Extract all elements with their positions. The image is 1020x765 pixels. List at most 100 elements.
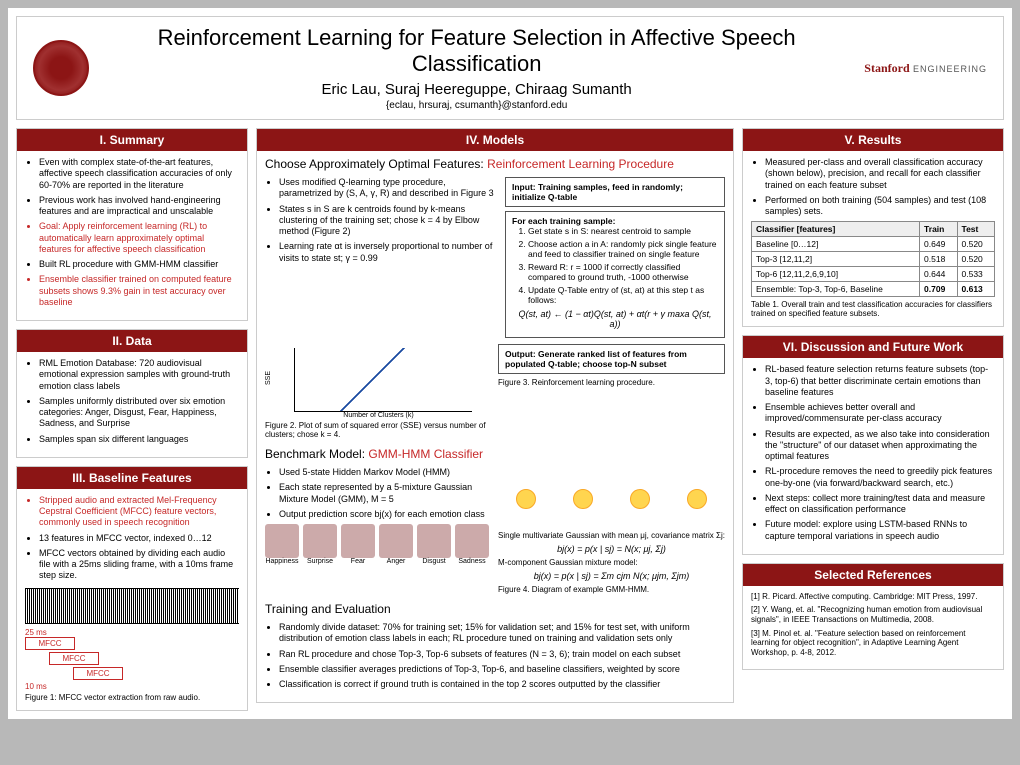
reference: [2] Y. Wang, et. al. "Recognizing human … <box>751 605 995 624</box>
section-title: II. Data <box>17 330 247 352</box>
th: Test <box>957 222 994 237</box>
discussion-list: RL-based feature selection returns featu… <box>751 364 995 542</box>
list-item: Future model: explore using LSTM-based R… <box>765 519 995 542</box>
list-item: Samples span six different languages <box>39 434 239 445</box>
procedure-steps: Get state s in S: nearest centroid to sa… <box>512 226 718 305</box>
list-item: Samples uniformly distributed over six e… <box>39 396 239 430</box>
list-item: RL-based feature selection returns featu… <box>765 364 995 398</box>
header-text: Reinforcement Learning for Feature Selec… <box>105 25 848 111</box>
hmm-node-icon <box>687 489 707 509</box>
list-item: Classification is correct if ground trut… <box>279 679 725 690</box>
gmm-eq-label: M-component Gaussian mixture model: <box>498 558 725 567</box>
figure-caption: Figure 2. Plot of sum of squared error (… <box>265 421 492 439</box>
face-surprise: Surprise <box>303 524 337 565</box>
panel-results: V. Results Measured per-class and overal… <box>742 128 1004 327</box>
table-caption: Table 1. Overall train and test classifi… <box>751 300 995 318</box>
gmm-eq1: bj(x) = p(x | sj) = N(x; μj, Σj) <box>498 544 725 554</box>
figure-3: Output: Generate ranked list of features… <box>498 344 725 439</box>
panel-baseline: III. Baseline Features Stripped audio an… <box>16 466 248 711</box>
section-title: V. Results <box>743 129 1003 151</box>
section-title: III. Baseline Features <box>17 467 247 489</box>
list-item: RL-procedure removes the need to greedil… <box>765 466 995 489</box>
hmm-node-icon <box>630 489 650 509</box>
columns: I. Summary Even with complex state-of-th… <box>16 128 1004 711</box>
list-item: Uses modified Q-learning type procedure,… <box>279 177 499 200</box>
gmm-left: Used 5-state Hidden Markov Model (HMM) E… <box>265 467 492 594</box>
gmm-eq-label: Single multivariate Gaussian with mean μ… <box>498 531 725 540</box>
section-title: VI. Discussion and Future Work <box>743 336 1003 358</box>
section-title: IV. Models <box>257 129 733 151</box>
label-25ms: 25 ms <box>25 628 239 637</box>
summary-list: Even with complex state-of-the-art featu… <box>25 157 239 308</box>
hmm-node-icon <box>573 489 593 509</box>
section-title: Selected References <box>743 564 1003 586</box>
list-item: Ensemble classifier trained on computed … <box>39 274 239 308</box>
list-item: Ensemble classifier averages predictions… <box>279 664 725 675</box>
section-title: I. Summary <box>17 129 247 151</box>
table-header-row: Classifier [features] Train Test <box>752 222 995 237</box>
figure-caption: Figure 1: MFCC vector extraction from ra… <box>25 693 239 702</box>
gmm-list: Used 5-state Hidden Markov Model (HMM) E… <box>265 467 492 520</box>
table-row: Top-3 [12,11,2]0.5180.520 <box>752 252 995 267</box>
list-item: Reward R: r = 1000 if correctly classifi… <box>528 262 718 282</box>
list-item: Ensemble achieves better overall and imp… <box>765 402 995 425</box>
gmm-eq2: bj(x) = p(x | sj) = Σm cjm N(x; μjm, Σjm… <box>498 571 725 581</box>
q-update-formula: Q(st, at) ← (1 − αt)Q(st, at) + αt(r + γ… <box>512 309 718 329</box>
list-item: Previous work has involved hand-engineer… <box>39 195 239 218</box>
table-row: Ensemble: Top-3, Top-6, Baseline0.7090.6… <box>752 282 995 297</box>
sse-ylabel: SSE <box>265 371 272 385</box>
waveform-icon <box>25 588 239 624</box>
list-item: Ran RL procedure and chose Top-3, Top-6 … <box>279 649 725 660</box>
panel-models: IV. Models Choose Approximately Optimal … <box>256 128 734 703</box>
procedure-input-box: Input: Training samples, feed in randoml… <box>505 177 725 207</box>
gmm-right: Single multivariate Gaussian with mean μ… <box>498 467 725 594</box>
list-item: RML Emotion Database: 720 audiovisual em… <box>39 358 239 392</box>
stanford-seal-icon <box>33 40 89 96</box>
face-sadness: Sadness <box>455 524 489 565</box>
list-item: Goal: Apply reinforcement learning (RL) … <box>39 221 239 255</box>
mfcc-diagram: 25 ms MFCC MFCC MFCC 10 ms <box>25 628 239 691</box>
mfcc-box: MFCC <box>73 667 123 680</box>
face-fear: Fear <box>341 524 375 565</box>
label-10ms: 10 ms <box>25 682 239 691</box>
face-disgust: Disgust <box>417 524 451 565</box>
list-item: Results are expected, as we also take in… <box>765 429 995 463</box>
list-item: 13 features in MFCC vector, indexed 0…12 <box>39 533 239 544</box>
emotion-faces: Happiness Surprise Fear Anger Disgust Sa… <box>265 524 492 565</box>
list-item: Used 5-state Hidden Markov Model (HMM) <box>279 467 492 478</box>
results-table: Classifier [features] Train Test Baselin… <box>751 221 995 297</box>
mfcc-box: MFCC <box>25 637 75 650</box>
list-item: Stripped audio and extracted Mel-Frequen… <box>39 495 239 529</box>
list-item: Update Q-Table entry of (st, at) at this… <box>528 285 718 305</box>
models-top-grid: Uses modified Q-learning type procedure,… <box>265 177 725 338</box>
figure-caption: Figure 4. Diagram of example GMM-HMM. <box>498 585 725 594</box>
authors: Eric Lau, Suraj Heereguppe, Chiraag Suma… <box>105 81 848 98</box>
subheading-training: Training and Evaluation <box>265 602 725 616</box>
subheading-rl: Choose Approximately Optimal Features: R… <box>265 157 725 171</box>
sse-chart <box>294 348 472 412</box>
reference: [3] M. Pinol et. al. "Feature selection … <box>751 629 995 658</box>
th: Train <box>920 222 957 237</box>
column-left: I. Summary Even with complex state-of-th… <box>16 128 248 711</box>
panel-summary: I. Summary Even with complex state-of-th… <box>16 128 248 321</box>
panel-discussion: VI. Discussion and Future Work RL-based … <box>742 335 1004 555</box>
face-happiness: Happiness <box>265 524 299 565</box>
reference: [1] R. Picard. Affective computing. Camb… <box>751 592 995 602</box>
column-middle: IV. Models Choose Approximately Optimal … <box>256 128 734 711</box>
procedure-loop-box: For each training sample: Get state s in… <box>505 211 725 338</box>
column-right: V. Results Measured per-class and overal… <box>742 128 1004 711</box>
header: Reinforcement Learning for Feature Selec… <box>16 16 1004 120</box>
stanford-engineering-logo: Stanford ENGINEERING <box>864 61 987 76</box>
hmm-node-icon <box>516 489 536 509</box>
panel-references: Selected References [1] R. Picard. Affec… <box>742 563 1004 671</box>
rl-params-list: Uses modified Q-learning type procedure,… <box>265 177 499 338</box>
list-item: Built RL procedure with GMM-HMM classifi… <box>39 259 239 270</box>
list-item: Choose action a in A: randomly pick sing… <box>528 239 718 259</box>
sse-xlabel: Number of Clusters (k) <box>265 412 492 419</box>
poster: Reinforcement Learning for Feature Selec… <box>8 8 1012 719</box>
list-item: Even with complex state-of-the-art featu… <box>39 157 239 191</box>
face-anger: Anger <box>379 524 413 565</box>
list-item: Performed on both training (504 samples)… <box>765 195 995 218</box>
list-item: States s in S are k centroids found by k… <box>279 204 499 238</box>
list-item: Next steps: collect more training/test d… <box>765 493 995 516</box>
